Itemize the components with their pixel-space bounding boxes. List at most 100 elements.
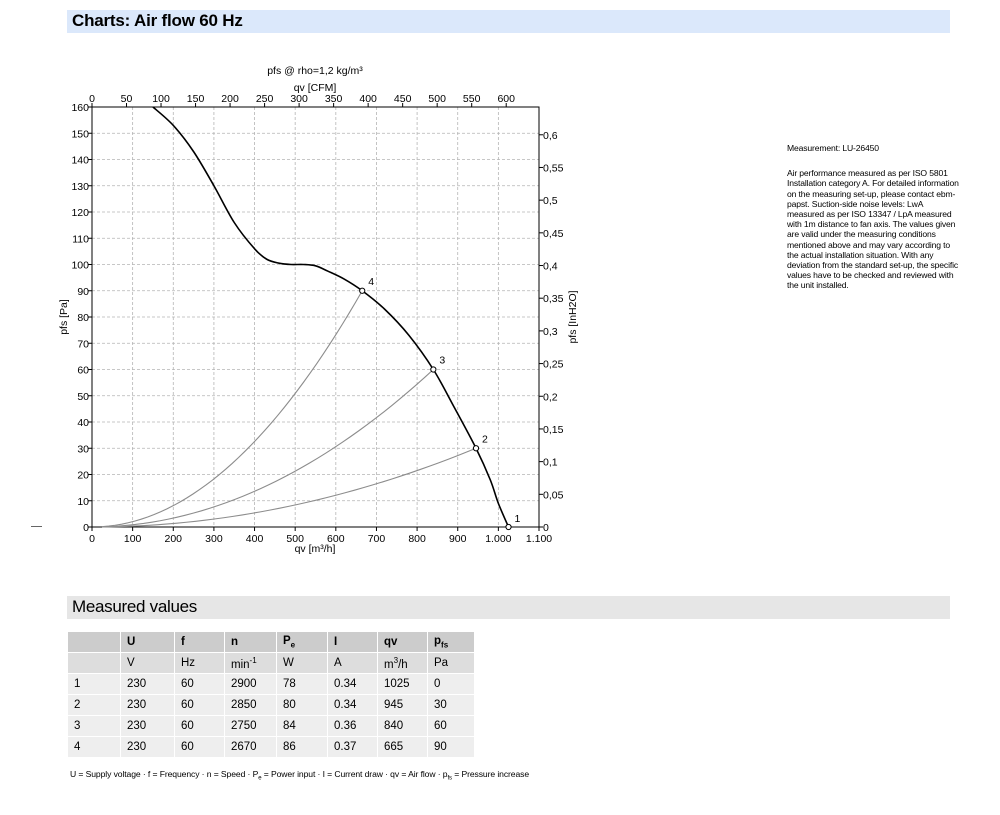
unit-cell: Pa bbox=[428, 653, 474, 673]
x2-tick-label: 350 bbox=[325, 93, 343, 105]
table-cell: 78 bbox=[277, 674, 327, 694]
x2-axis-label: qv [CFM] bbox=[294, 82, 337, 94]
table-cell: 0.34 bbox=[328, 674, 377, 694]
measurement-description: Air performance measured as per ISO 5801… bbox=[787, 168, 959, 291]
x-tick-label: 1.000 bbox=[485, 533, 511, 545]
operating-point-label: 4 bbox=[368, 276, 374, 288]
table-cell: 2750 bbox=[225, 716, 276, 736]
header-cell: n bbox=[225, 632, 276, 652]
y-tick-label: 130 bbox=[71, 181, 89, 193]
table-cell: 0 bbox=[428, 674, 474, 694]
table-row: 1 230 60 2900 78 0.34 1025 0 bbox=[68, 674, 474, 694]
unit-cell: A bbox=[328, 653, 377, 673]
table-cell: 2850 bbox=[225, 695, 276, 715]
header-cell: pfs bbox=[428, 632, 474, 652]
unit-cell: W bbox=[277, 653, 327, 673]
y-tick-label: 150 bbox=[71, 128, 89, 140]
table-cell: 90 bbox=[428, 737, 474, 757]
y-tick-label: 60 bbox=[77, 365, 89, 377]
table-cell: 60 bbox=[175, 674, 224, 694]
table-cell: 2670 bbox=[225, 737, 276, 757]
table-cell: 30 bbox=[428, 695, 474, 715]
table-row: 3 230 60 2750 84 0.36 840 60 bbox=[68, 716, 474, 736]
y-tick-label: 160 bbox=[71, 102, 89, 114]
y-tick-label: 80 bbox=[77, 312, 89, 324]
y2-tick-label: 0,1 bbox=[543, 457, 558, 469]
table-row: 4 230 60 2670 86 0.37 665 90 bbox=[68, 737, 474, 757]
grid bbox=[92, 107, 539, 527]
y-tick-label: 120 bbox=[71, 207, 89, 219]
y2-axis-label: pfs [InH2O] bbox=[567, 290, 579, 343]
y2-tick-label: 0,45 bbox=[543, 228, 564, 240]
operating-point-label: 1 bbox=[515, 513, 521, 525]
header-cell: I bbox=[328, 632, 377, 652]
x-tick-label: 200 bbox=[165, 533, 183, 545]
y-tick-label: 110 bbox=[72, 233, 89, 245]
y2-tick-label: 0,3 bbox=[543, 326, 558, 338]
x2-tick-label: 50 bbox=[121, 93, 133, 105]
header-cell: Pe bbox=[277, 632, 327, 652]
table-cell: 1025 bbox=[378, 674, 427, 694]
table-cell: 840 bbox=[378, 716, 427, 736]
x-tick-label: 700 bbox=[368, 533, 386, 545]
y2-tick-label: 0,25 bbox=[543, 359, 564, 371]
margin-dash bbox=[31, 526, 42, 527]
y-tick-label: 10 bbox=[77, 496, 89, 508]
y2-tick-label: 0,5 bbox=[543, 195, 558, 207]
y-tick-label: 100 bbox=[71, 260, 89, 272]
y2-tick-label: 0,2 bbox=[543, 391, 558, 403]
y-tick-label: 90 bbox=[77, 286, 89, 298]
operating-point bbox=[430, 366, 437, 373]
header-cell bbox=[68, 632, 120, 652]
x2-tick-label: 400 bbox=[359, 93, 377, 105]
x2-tick-label: 100 bbox=[152, 93, 170, 105]
measurement-note: Measurement: LU-26450 Air performance me… bbox=[787, 143, 959, 291]
measured-values-bar: Measured values bbox=[67, 596, 950, 619]
x2-tick-label: 450 bbox=[394, 93, 412, 105]
table-cell: 60 bbox=[175, 695, 224, 715]
title-bar: Charts: Air flow 60 Hz bbox=[67, 10, 950, 33]
chart-title: pfs @ rho=1,2 kg/m³ bbox=[267, 65, 363, 77]
y2-tick-label: 0,4 bbox=[543, 261, 558, 273]
table-unit-row: V Hz min-1 W A m3/h Pa bbox=[68, 653, 474, 673]
x-tick-label: 900 bbox=[449, 533, 467, 545]
table-cell: 230 bbox=[121, 716, 174, 736]
y2-tick-label: 0,15 bbox=[543, 424, 564, 436]
y2-tick-label: 0,05 bbox=[543, 489, 564, 501]
y-tick-label: 50 bbox=[77, 391, 89, 403]
x-tick-label: 100 bbox=[124, 533, 142, 545]
table-cell: 1 bbox=[68, 674, 120, 694]
header-cell: f bbox=[175, 632, 224, 652]
x-tick-label: 300 bbox=[205, 533, 223, 545]
table-cell: 0.36 bbox=[328, 716, 377, 736]
x2-tick-label: 200 bbox=[221, 93, 239, 105]
table-cell: 80 bbox=[277, 695, 327, 715]
operating-point-label: 3 bbox=[439, 355, 445, 367]
measured-values-table: U f n Pe I qv pfs V Hz min-1 W A m3/h Pa… bbox=[67, 631, 475, 758]
fan-curve bbox=[152, 106, 510, 528]
y2-tick-label: 0 bbox=[543, 522, 549, 534]
unit-cell: Hz bbox=[175, 653, 224, 673]
table-cell: 230 bbox=[121, 737, 174, 757]
y-tick-label: 140 bbox=[71, 155, 89, 167]
y-axis-label: pfs [Pa] bbox=[58, 299, 70, 335]
table-row: 2 230 60 2850 80 0.34 945 30 bbox=[68, 695, 474, 715]
unit-cell bbox=[68, 653, 120, 673]
unit-cell: min-1 bbox=[225, 653, 276, 673]
x-tick-label: 1.100 bbox=[526, 533, 552, 545]
page-title: Charts: Air flow 60 Hz bbox=[72, 11, 243, 30]
operating-point bbox=[359, 287, 366, 294]
x2-tick-label: 600 bbox=[497, 93, 515, 105]
table-cell: 230 bbox=[121, 674, 174, 694]
fan-curve-chart: 0 100 200 300 400 500 600 700 800 900 1.000 1.10001… bbox=[58, 65, 579, 555]
measurement-id: Measurement: LU-26450 bbox=[787, 143, 879, 153]
measured-values-title: Measured values bbox=[72, 597, 197, 616]
table-cell: 2 bbox=[68, 695, 120, 715]
table-cell: 665 bbox=[378, 737, 427, 757]
x-tick-label: 500 bbox=[286, 533, 304, 545]
x2-tick-label: 300 bbox=[290, 93, 308, 105]
header-cell: qv bbox=[378, 632, 427, 652]
unit-cell: V bbox=[121, 653, 174, 673]
x-tick-label: 400 bbox=[246, 533, 264, 545]
curves bbox=[102, 106, 510, 528]
